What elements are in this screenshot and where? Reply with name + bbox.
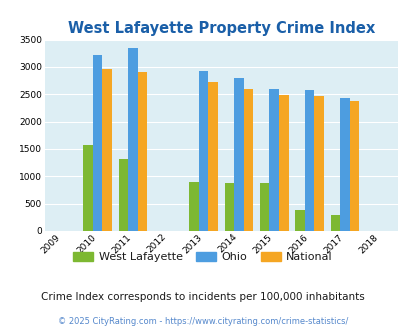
Bar — [208, 82, 217, 231]
Bar — [294, 210, 304, 231]
Bar — [93, 55, 102, 231]
Bar — [128, 48, 137, 231]
Bar — [278, 95, 288, 231]
Bar — [304, 90, 313, 231]
Bar — [339, 98, 349, 231]
Bar — [83, 145, 93, 231]
Text: Crime Index corresponds to incidents per 100,000 inhabitants: Crime Index corresponds to incidents per… — [41, 292, 364, 302]
Text: © 2025 CityRating.com - https://www.cityrating.com/crime-statistics/: © 2025 CityRating.com - https://www.city… — [58, 317, 347, 326]
Bar — [118, 159, 128, 231]
Bar — [234, 79, 243, 231]
Legend: West Lafayette, Ohio, National: West Lafayette, Ohio, National — [68, 248, 337, 267]
Bar — [259, 183, 269, 231]
Bar — [349, 101, 358, 231]
Bar — [102, 69, 112, 231]
Bar — [269, 89, 278, 231]
Bar — [137, 72, 147, 231]
Bar — [313, 96, 323, 231]
Bar — [330, 215, 339, 231]
Bar — [198, 71, 208, 231]
Title: West Lafayette Property Crime Index: West Lafayette Property Crime Index — [68, 21, 374, 36]
Bar — [189, 182, 198, 231]
Bar — [224, 183, 234, 231]
Bar — [243, 89, 253, 231]
